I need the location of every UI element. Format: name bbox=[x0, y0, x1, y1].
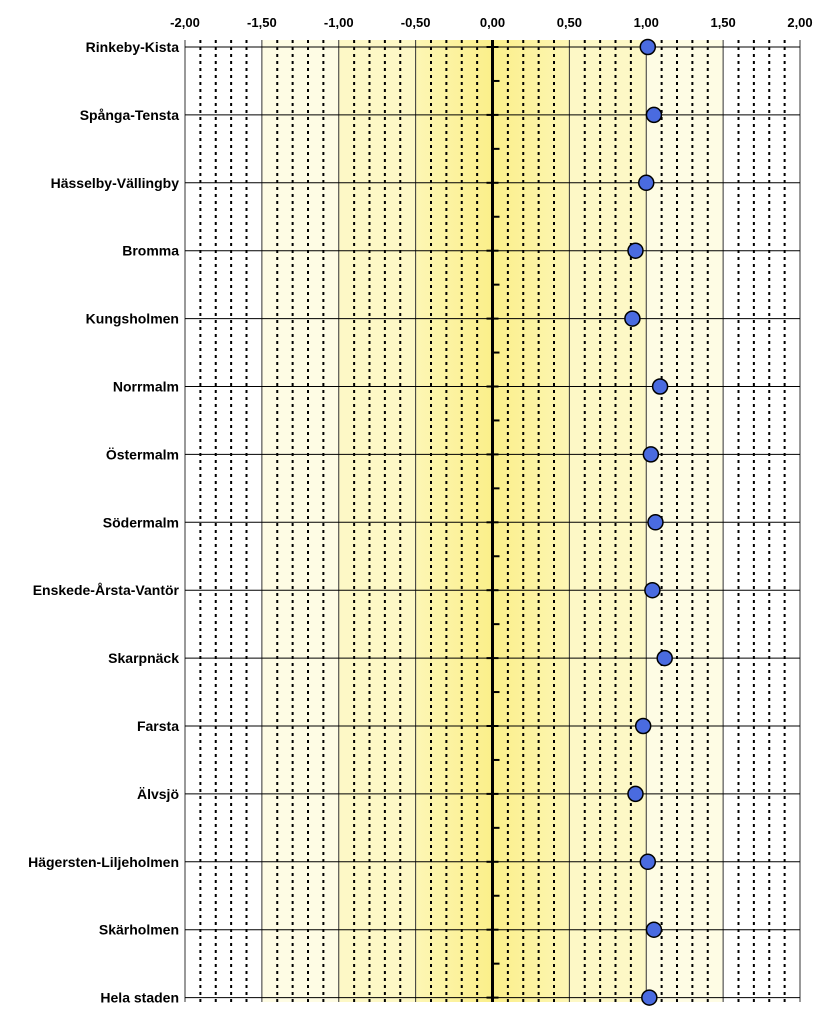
data-point bbox=[638, 174, 655, 192]
data-point bbox=[644, 581, 661, 599]
category-label: Norrmalm bbox=[113, 379, 179, 395]
category-label: Södermalm bbox=[103, 514, 179, 530]
data-point bbox=[634, 717, 652, 735]
background-band bbox=[261, 40, 339, 1002]
zero-axis bbox=[486, 40, 500, 1002]
category-label: Bromma bbox=[122, 243, 179, 259]
data-point bbox=[647, 514, 664, 531]
category-label: Hela staden bbox=[100, 990, 179, 1006]
category-label: Östermalm bbox=[106, 446, 179, 462]
data-point bbox=[641, 989, 658, 1006]
background-band bbox=[569, 40, 647, 1002]
category-label: Enskede-Årsta-Vantör bbox=[33, 582, 180, 598]
data-point bbox=[627, 785, 644, 803]
x-tick-label: -1,00 bbox=[324, 15, 354, 30]
data-point bbox=[651, 378, 669, 395]
data-point bbox=[639, 38, 657, 56]
x-tick-label: -1,50 bbox=[247, 15, 277, 30]
category-label: Farsta bbox=[137, 718, 179, 734]
data-point bbox=[639, 853, 657, 871]
x-tick-label: -0,50 bbox=[401, 15, 431, 30]
data-point bbox=[624, 310, 641, 327]
category-label: Älvsjö bbox=[137, 786, 179, 802]
x-tick-label: 0,50 bbox=[557, 15, 582, 30]
category-label: Hässelby-Vällingby bbox=[51, 175, 180, 191]
data-point bbox=[645, 921, 663, 938]
category-label: Rinkeby-Kista bbox=[86, 39, 180, 55]
data-point bbox=[627, 242, 644, 259]
background-band bbox=[338, 40, 416, 1002]
x-tick-label: -2,00 bbox=[170, 15, 200, 30]
x-tick-label: 0,00 bbox=[480, 15, 505, 30]
x-tick-label: 1,00 bbox=[634, 15, 659, 30]
data-points bbox=[624, 38, 673, 1006]
x-tick-label: 2,00 bbox=[787, 15, 812, 30]
category-label: Kungsholmen bbox=[86, 311, 179, 327]
category-labels: Rinkeby-Kista Spånga-Tensta Hässelby-Välli… bbox=[28, 39, 179, 1006]
data-point bbox=[642, 446, 660, 463]
category-label: Spånga-Tensta bbox=[80, 107, 180, 123]
category-label: Skärholmen bbox=[99, 922, 179, 938]
category-label: Skarpnäck bbox=[108, 650, 179, 666]
data-point bbox=[656, 649, 673, 667]
category-label: Hägersten-Liljeholmen bbox=[28, 854, 179, 870]
x-tick-labels: -2,00 -1,50 -1,00 -0,50 0,00 0,50 1,00 1,50 2,00 bbox=[170, 15, 812, 30]
data-point bbox=[645, 106, 663, 124]
x-tick-label: 1,50 bbox=[710, 15, 735, 30]
